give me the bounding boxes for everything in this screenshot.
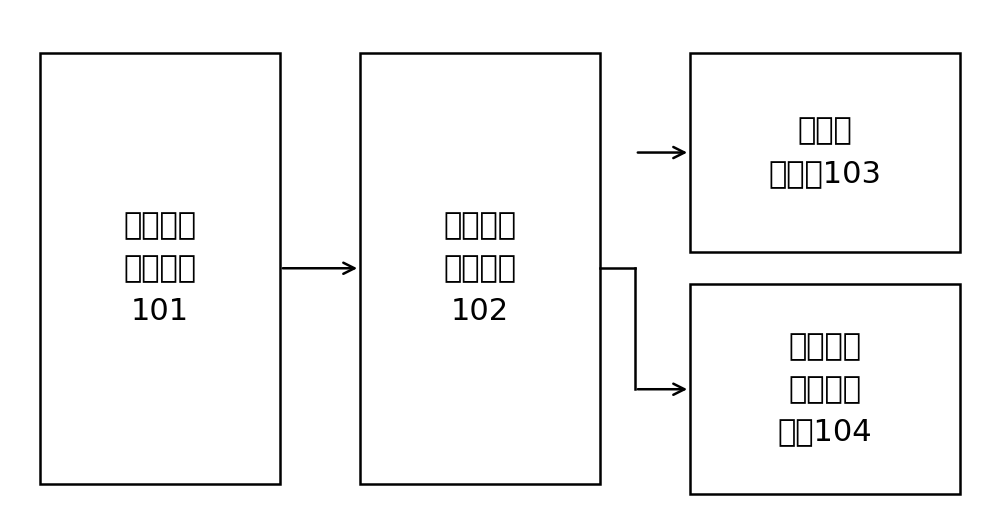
- Bar: [690, 53, 960, 252]
- Text: 灯光开
启电路103: 灯光开 启电路103: [768, 117, 882, 188]
- Text: 故障安全
控制电路
102: 故障安全 控制电路 102: [444, 211, 516, 326]
- Bar: [360, 53, 600, 484]
- Bar: [40, 53, 280, 484]
- Text: 破行信号
生成电路
101: 破行信号 生成电路 101: [124, 211, 196, 326]
- Text: 开关控制
负载开启
电路104: 开关控制 负载开启 电路104: [778, 332, 872, 447]
- Bar: [690, 284, 960, 494]
